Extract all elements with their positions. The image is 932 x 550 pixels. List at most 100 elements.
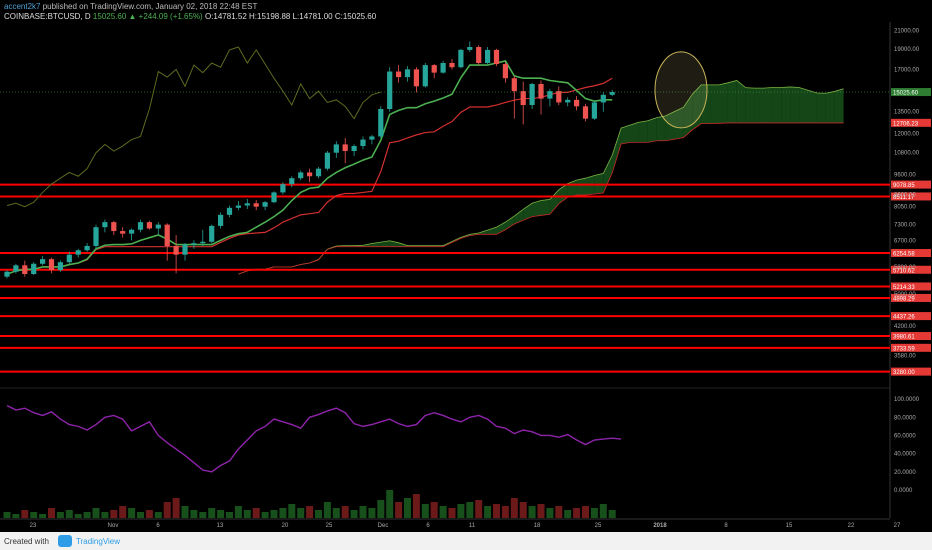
support-level-tag [891,192,931,201]
volume-bar [190,510,198,518]
price-tick-label: 8600.00 [894,193,916,199]
candle-body [289,178,295,185]
candle-body [4,271,10,277]
volume-bar [181,506,189,518]
cloud-segment [523,203,533,221]
chart-svg[interactable]: 9078.85 8511.17 6254.58 5710.62 5214.33 4898.… [0,0,932,532]
time-tick-label: 23 [30,523,37,529]
cloud-segment [612,128,622,173]
volume-bar [412,494,420,518]
candle [164,223,170,261]
candle [449,58,455,70]
candle-body [155,224,161,229]
candle-body [235,205,241,208]
candle [502,61,508,83]
candle-body [93,227,99,246]
price-tick-label: 3580.00 [894,354,916,360]
candle-body [485,49,491,63]
candle-body [440,62,446,73]
candle-body [538,83,544,99]
candle [369,134,375,145]
candle [520,81,526,125]
candle [111,220,117,235]
tradingview-logo-icon[interactable] [58,535,72,547]
candle-body [253,203,259,207]
cloud-segment [763,87,773,123]
cloud-segment [683,94,693,138]
candle [440,60,446,74]
price-tick-label: 12000.00 [894,131,920,137]
volume-bar [599,504,607,518]
cloud-segment [727,80,737,123]
cloud-segment [549,189,559,215]
candle [511,75,517,119]
candle [529,82,535,110]
price-tick-label: 19000.00 [894,47,920,53]
candle-body [556,91,562,103]
candle-body [591,102,597,119]
volume-bar [448,508,456,518]
candle [422,62,428,88]
time-tick-label: 15 [786,523,793,529]
base-line [6,77,613,275]
volume-bar [297,508,305,518]
candle [324,151,330,171]
support-level-tag [891,332,931,341]
symbol-legend: COINBASE:BTCUSD, D 15025.60 ▲ +244.09 (+… [4,12,376,21]
candle [431,64,437,79]
candle-body [431,65,437,73]
tradingview-brand[interactable]: TradingView [76,537,121,546]
volume-bar [564,510,572,518]
candle [315,166,322,179]
time-tick-label: 25 [595,523,602,529]
support-level-label: 6254.58 [893,252,915,258]
candle [22,260,28,277]
volume-bar [226,512,233,518]
publish-text: published on TradingView.com, January 02… [40,2,258,11]
candle [574,96,580,111]
time-tick-label: 6 [156,523,160,529]
support-level-label: 5710.62 [893,268,915,274]
time-tick-label: 27 [894,523,901,529]
candle [244,198,250,209]
volume-bar [128,508,136,518]
volume-bar [457,504,465,518]
candle-body [22,265,28,275]
cloud-segment [656,115,666,141]
cloud-segment [621,125,630,144]
candle [262,201,268,211]
candle [155,222,161,235]
support-level-tag [891,312,931,321]
cloud-segment [541,199,550,216]
base-line-tag [891,118,931,127]
author-link[interactable]: accent2k7 [4,2,41,11]
cloud-segment [674,107,684,140]
time-tick-label: 6 [426,523,430,529]
cloud-segment [736,80,746,123]
candle-body [191,243,197,245]
support-level-label: 5214.33 [893,285,915,291]
volume-bar [555,506,563,518]
candle [218,212,224,229]
candle [173,234,179,274]
candle-body [502,64,508,79]
volume-bar [288,504,296,518]
support-level-label: 9078.85 [893,183,915,189]
symbol-label[interactable]: COINBASE:BTCUSD, D [4,12,91,21]
rsi-tick-label: 20.0000 [894,470,916,476]
candle [271,191,277,204]
candle-body [262,202,268,207]
volume-bar [48,508,55,518]
candle [582,103,589,122]
rsi-tick-label: 40.0000 [894,452,916,458]
candle-body [360,139,366,147]
candle-body [609,92,615,95]
publish-info: accent2k7 published on TradingView.com, … [4,2,257,11]
volume-bar [137,512,144,518]
time-tick-label: 8 [724,523,728,529]
candle [556,86,562,106]
candle [600,92,606,112]
candle-body [31,263,37,275]
volume-bar [30,512,38,518]
created-with-text: Created with [4,537,49,546]
